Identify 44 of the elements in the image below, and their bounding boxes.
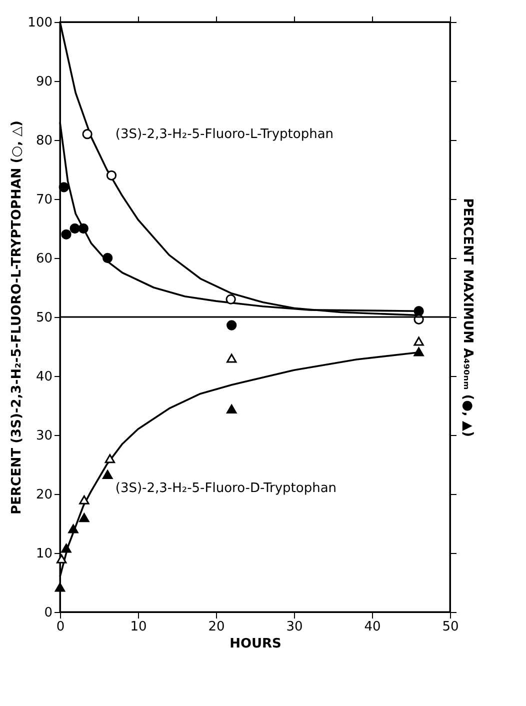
- x-tick-label: 40: [364, 620, 381, 634]
- y-tick-label: 100: [28, 16, 52, 30]
- annotation: (3S)-2,3-H₂-5-Fluoro-D-Tryptophan: [115, 481, 337, 496]
- x-axis-title: HOURS: [230, 636, 282, 652]
- point: [58, 182, 69, 192]
- point: [104, 454, 115, 464]
- point: [226, 404, 237, 414]
- point: [79, 513, 90, 522]
- y-tick-label: 70: [36, 192, 52, 208]
- y-axis-title: PERCENT (3S)-2,3-H₂-5-FLUORO-L-TRYPTOPHAN (○, △): [10, 120, 25, 514]
- point: [61, 229, 72, 240]
- y-tick-label: 10: [36, 546, 52, 562]
- point: [79, 495, 90, 504]
- y-tick-label: 20: [36, 488, 52, 502]
- annotation: (3S)-2,3-H₂-5-Fluoro-L-Tryptophan: [115, 127, 334, 142]
- x-tick-label: 10: [130, 620, 147, 634]
- point: [70, 223, 80, 234]
- point: [54, 582, 66, 592]
- x-tick-label: 0: [56, 620, 65, 634]
- point: [82, 129, 92, 140]
- point: [106, 170, 117, 180]
- y-tick-label: 50: [36, 310, 52, 326]
- y-tick-label: 40: [36, 370, 52, 384]
- y2-axis-title: PERCENT MAXIMUM A₄₉₀ₙₘ (●, ▲): [460, 198, 475, 437]
- y-tick-label: 90: [36, 74, 52, 90]
- point: [102, 470, 113, 480]
- point: [226, 354, 237, 363]
- point: [226, 320, 237, 330]
- y-tick-label: 60: [36, 252, 52, 266]
- y-tick-label: 30: [36, 428, 52, 444]
- point: [68, 524, 78, 534]
- x-tick-label: 50: [442, 620, 459, 634]
- x-tick-label: 30: [286, 620, 303, 634]
- point: [414, 347, 424, 356]
- y-tick-label: 0: [44, 606, 52, 620]
- point: [226, 294, 236, 304]
- point: [61, 544, 72, 553]
- point: [56, 554, 67, 564]
- point: [102, 252, 113, 264]
- point: [414, 306, 424, 316]
- point: [78, 223, 88, 234]
- point: [414, 336, 424, 346]
- x-tick-label: 20: [208, 620, 225, 634]
- y-tick-label: 80: [36, 134, 52, 148]
